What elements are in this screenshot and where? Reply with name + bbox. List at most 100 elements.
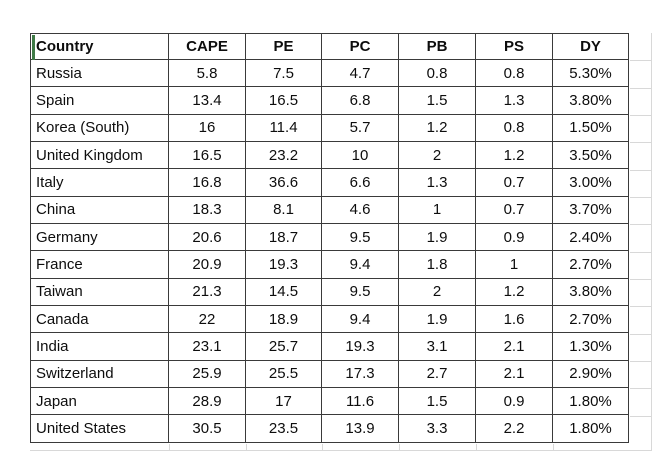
value-cell[interactable]: 20.9 — [168, 250, 246, 279]
value-cell[interactable]: 16.5 — [245, 86, 322, 115]
column-header-pc[interactable]: PC — [321, 33, 399, 60]
value-cell[interactable]: 9.5 — [321, 277, 399, 307]
value-cell[interactable]: 21.3 — [168, 277, 246, 307]
value-cell[interactable]: 14.5 — [245, 277, 322, 307]
value-cell[interactable]: 0.8 — [475, 58, 553, 88]
country-cell[interactable]: Russia — [30, 58, 169, 88]
country-cell[interactable]: China — [30, 195, 169, 225]
value-cell[interactable]: 1.80% — [552, 414, 629, 443]
value-cell[interactable]: 1.5 — [398, 86, 476, 115]
value-cell[interactable]: 1.30% — [552, 332, 629, 361]
value-cell[interactable]: 2.90% — [552, 359, 629, 389]
value-cell[interactable]: 19.3 — [245, 250, 322, 279]
value-cell[interactable]: 1 — [398, 195, 476, 225]
country-cell[interactable]: Switzerland — [30, 359, 169, 389]
value-cell[interactable]: 7.5 — [245, 58, 322, 88]
value-cell[interactable]: 3.80% — [552, 277, 629, 307]
value-cell[interactable]: 2.70% — [552, 305, 629, 334]
value-cell[interactable]: 2 — [398, 277, 476, 307]
country-cell[interactable]: France — [30, 250, 169, 279]
value-cell[interactable]: 3.1 — [398, 332, 476, 361]
column-header-ps[interactable]: PS — [475, 33, 553, 60]
value-cell[interactable]: 36.6 — [245, 168, 322, 197]
value-cell[interactable]: 1.80% — [552, 387, 629, 416]
country-cell[interactable]: Germany — [30, 223, 169, 252]
value-cell[interactable]: 2.40% — [552, 223, 629, 252]
value-cell[interactable]: 23.5 — [245, 414, 322, 443]
value-cell[interactable]: 1.2 — [398, 113, 476, 143]
value-cell[interactable]: 1.2 — [475, 277, 553, 307]
value-cell[interactable]: 3.3 — [398, 414, 476, 443]
value-cell[interactable]: 23.1 — [168, 332, 246, 361]
value-cell[interactable]: 17.3 — [321, 359, 399, 389]
value-cell[interactable]: 10 — [321, 141, 399, 170]
country-cell[interactable]: Spain — [30, 86, 169, 115]
value-cell[interactable]: 13.4 — [168, 86, 246, 115]
value-cell[interactable]: 6.6 — [321, 168, 399, 197]
value-cell[interactable]: 1.2 — [475, 141, 553, 170]
value-cell[interactable]: 20.6 — [168, 223, 246, 252]
value-cell[interactable]: 11.6 — [321, 387, 399, 416]
value-cell[interactable]: 3.50% — [552, 141, 629, 170]
value-cell[interactable]: 1.3 — [398, 168, 476, 197]
value-cell[interactable]: 3.70% — [552, 195, 629, 225]
value-cell[interactable]: 11.4 — [245, 113, 322, 143]
value-cell[interactable]: 13.9 — [321, 414, 399, 443]
value-cell[interactable]: 5.30% — [552, 58, 629, 88]
value-cell[interactable]: 22 — [168, 305, 246, 334]
country-cell[interactable]: Japan — [30, 387, 169, 416]
value-cell[interactable]: 16.5 — [168, 141, 246, 170]
country-cell[interactable]: United States — [30, 414, 169, 443]
value-cell[interactable]: 0.7 — [475, 195, 553, 225]
value-cell[interactable]: 28.9 — [168, 387, 246, 416]
value-cell[interactable]: 0.7 — [475, 168, 553, 197]
column-header-pb[interactable]: PB — [398, 33, 476, 60]
column-header-pe[interactable]: PE — [245, 33, 322, 60]
value-cell[interactable]: 2.1 — [475, 332, 553, 361]
column-header-dy[interactable]: DY — [552, 33, 629, 60]
value-cell[interactable]: 0.9 — [475, 387, 553, 416]
value-cell[interactable]: 1.6 — [475, 305, 553, 334]
value-cell[interactable]: 8.1 — [245, 195, 322, 225]
value-cell[interactable]: 23.2 — [245, 141, 322, 170]
value-cell[interactable]: 9.4 — [321, 250, 399, 279]
value-cell[interactable]: 1.9 — [398, 223, 476, 252]
value-cell[interactable]: 9.5 — [321, 223, 399, 252]
country-cell[interactable]: Korea (South) — [30, 113, 169, 143]
value-cell[interactable]: 0.8 — [398, 58, 476, 88]
value-cell[interactable]: 4.6 — [321, 195, 399, 225]
value-cell[interactable]: 1.9 — [398, 305, 476, 334]
country-cell[interactable]: Canada — [30, 305, 169, 334]
value-cell[interactable]: 6.8 — [321, 86, 399, 115]
country-cell[interactable]: India — [30, 332, 169, 361]
value-cell[interactable]: 1 — [475, 250, 553, 279]
value-cell[interactable]: 18.3 — [168, 195, 246, 225]
value-cell[interactable]: 18.9 — [245, 305, 322, 334]
value-cell[interactable]: 1.8 — [398, 250, 476, 279]
value-cell[interactable]: 17 — [245, 387, 322, 416]
value-cell[interactable]: 25.5 — [245, 359, 322, 389]
value-cell[interactable]: 1.3 — [475, 86, 553, 115]
value-cell[interactable]: 16.8 — [168, 168, 246, 197]
value-cell[interactable]: 2.7 — [398, 359, 476, 389]
value-cell[interactable]: 3.80% — [552, 86, 629, 115]
value-cell[interactable]: 2.2 — [475, 414, 553, 443]
value-cell[interactable]: 9.4 — [321, 305, 399, 334]
country-cell[interactable]: United Kingdom — [30, 141, 169, 170]
value-cell[interactable]: 2 — [398, 141, 476, 170]
value-cell[interactable]: 25.7 — [245, 332, 322, 361]
value-cell[interactable]: 5.8 — [168, 58, 246, 88]
column-header-country[interactable]: Country — [30, 33, 169, 60]
value-cell[interactable]: 1.50% — [552, 113, 629, 143]
value-cell[interactable]: 2.70% — [552, 250, 629, 279]
value-cell[interactable]: 1.5 — [398, 387, 476, 416]
value-cell[interactable]: 3.00% — [552, 168, 629, 197]
value-cell[interactable]: 19.3 — [321, 332, 399, 361]
value-cell[interactable]: 30.5 — [168, 414, 246, 443]
value-cell[interactable]: 5.7 — [321, 113, 399, 143]
column-header-cape[interactable]: CAPE — [168, 33, 246, 60]
value-cell[interactable]: 2.1 — [475, 359, 553, 389]
value-cell[interactable]: 4.7 — [321, 58, 399, 88]
country-cell[interactable]: Taiwan — [30, 277, 169, 307]
value-cell[interactable]: 0.9 — [475, 223, 553, 252]
